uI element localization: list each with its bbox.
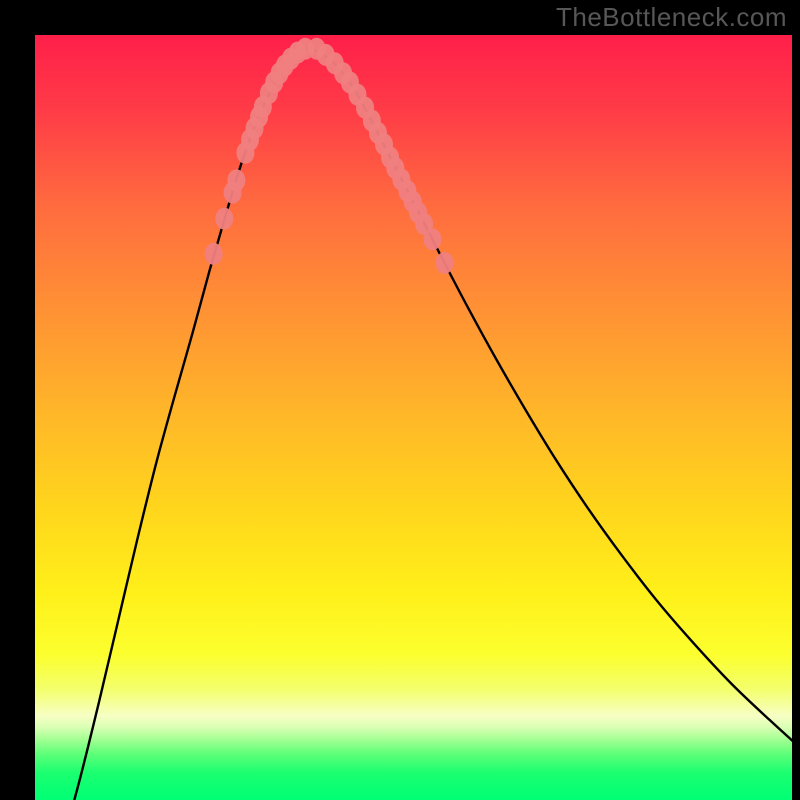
watermark-text: TheBottleneck.com	[556, 2, 787, 33]
data-marker	[436, 252, 454, 274]
gradient-background	[35, 35, 792, 800]
data-marker	[215, 208, 233, 230]
data-marker	[423, 228, 441, 250]
chart-stage: TheBottleneck.com	[0, 0, 800, 800]
plot-area	[35, 35, 792, 800]
plot-svg	[35, 35, 792, 800]
data-marker	[227, 169, 245, 191]
data-marker	[205, 243, 223, 265]
